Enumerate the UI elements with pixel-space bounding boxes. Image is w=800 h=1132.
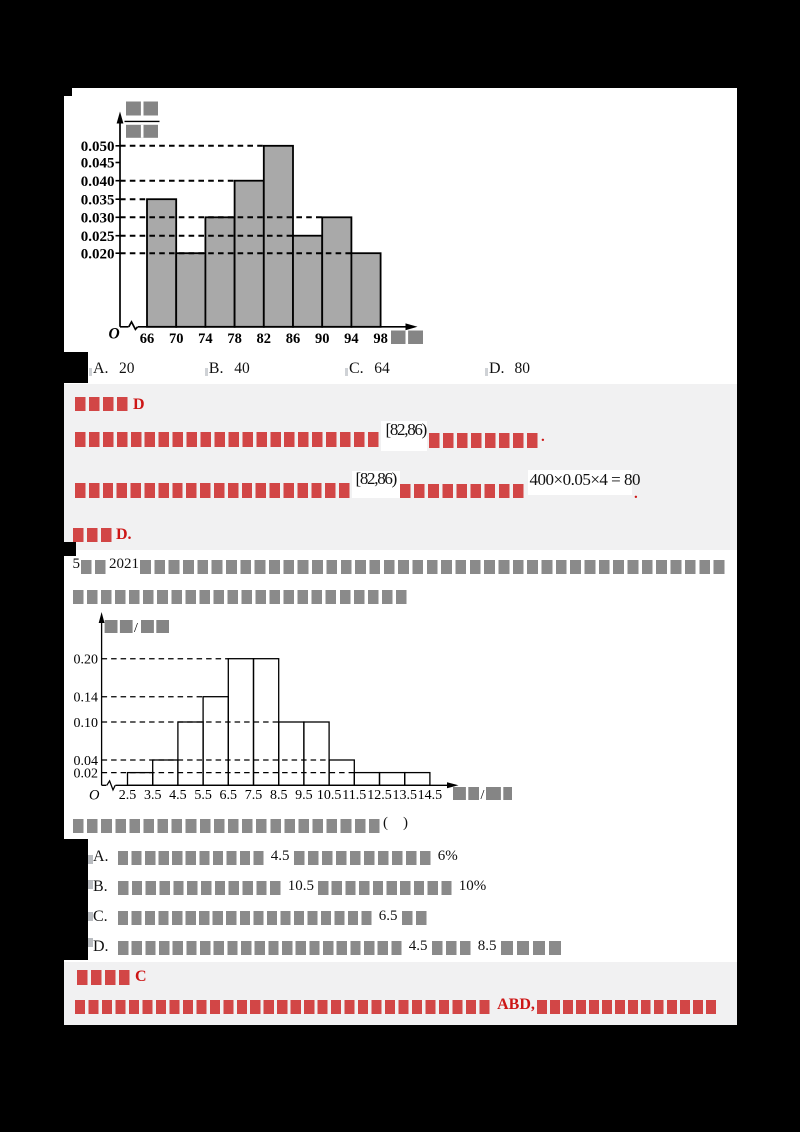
svg-text:0.20: 0.20	[74, 653, 99, 668]
svg-text:70: 70	[169, 331, 184, 346]
svg-text:98: 98	[373, 331, 388, 346]
svg-text:0.14: 0.14	[74, 691, 99, 706]
svg-text:/: /	[481, 788, 485, 803]
svg-text:13.5: 13.5	[392, 788, 417, 803]
svg-text:12.5: 12.5	[367, 788, 392, 803]
svg-text:7.5: 7.5	[245, 788, 263, 803]
svg-text:0.025: 0.025	[81, 229, 115, 245]
svg-text:14.5: 14.5	[418, 788, 443, 803]
svg-text:0.050: 0.050	[81, 139, 115, 155]
svg-text:4.5: 4.5	[169, 788, 187, 803]
svg-text:9.5: 9.5	[295, 788, 313, 803]
svg-text:0.10: 0.10	[74, 716, 99, 731]
svg-text:82: 82	[257, 331, 272, 346]
svg-text:74: 74	[198, 331, 213, 346]
svg-text:6.5: 6.5	[220, 788, 238, 803]
svg-text:5.5: 5.5	[194, 788, 212, 803]
svg-text:0.020: 0.020	[81, 246, 115, 262]
svg-text:78: 78	[227, 331, 242, 346]
svg-text:0.04: 0.04	[74, 754, 99, 769]
svg-text:10.5: 10.5	[317, 788, 342, 803]
svg-text:0.045: 0.045	[81, 156, 115, 172]
svg-text:3.5: 3.5	[144, 788, 162, 803]
svg-text:86: 86	[286, 331, 301, 346]
svg-text:66: 66	[140, 331, 155, 346]
svg-text:11.5: 11.5	[342, 788, 366, 803]
svg-text:/: /	[134, 621, 138, 636]
svg-text:8.5: 8.5	[270, 788, 288, 803]
svg-text:94: 94	[344, 331, 359, 346]
svg-text:2.5: 2.5	[119, 788, 137, 803]
svg-text:O: O	[89, 788, 100, 804]
svg-text:0.030: 0.030	[81, 211, 115, 227]
svg-text:O: O	[109, 326, 120, 343]
svg-text:0.040: 0.040	[81, 174, 115, 190]
svg-text:0.035: 0.035	[81, 192, 115, 208]
svg-text:0.02: 0.02	[74, 766, 99, 781]
svg-text:90: 90	[315, 331, 330, 346]
